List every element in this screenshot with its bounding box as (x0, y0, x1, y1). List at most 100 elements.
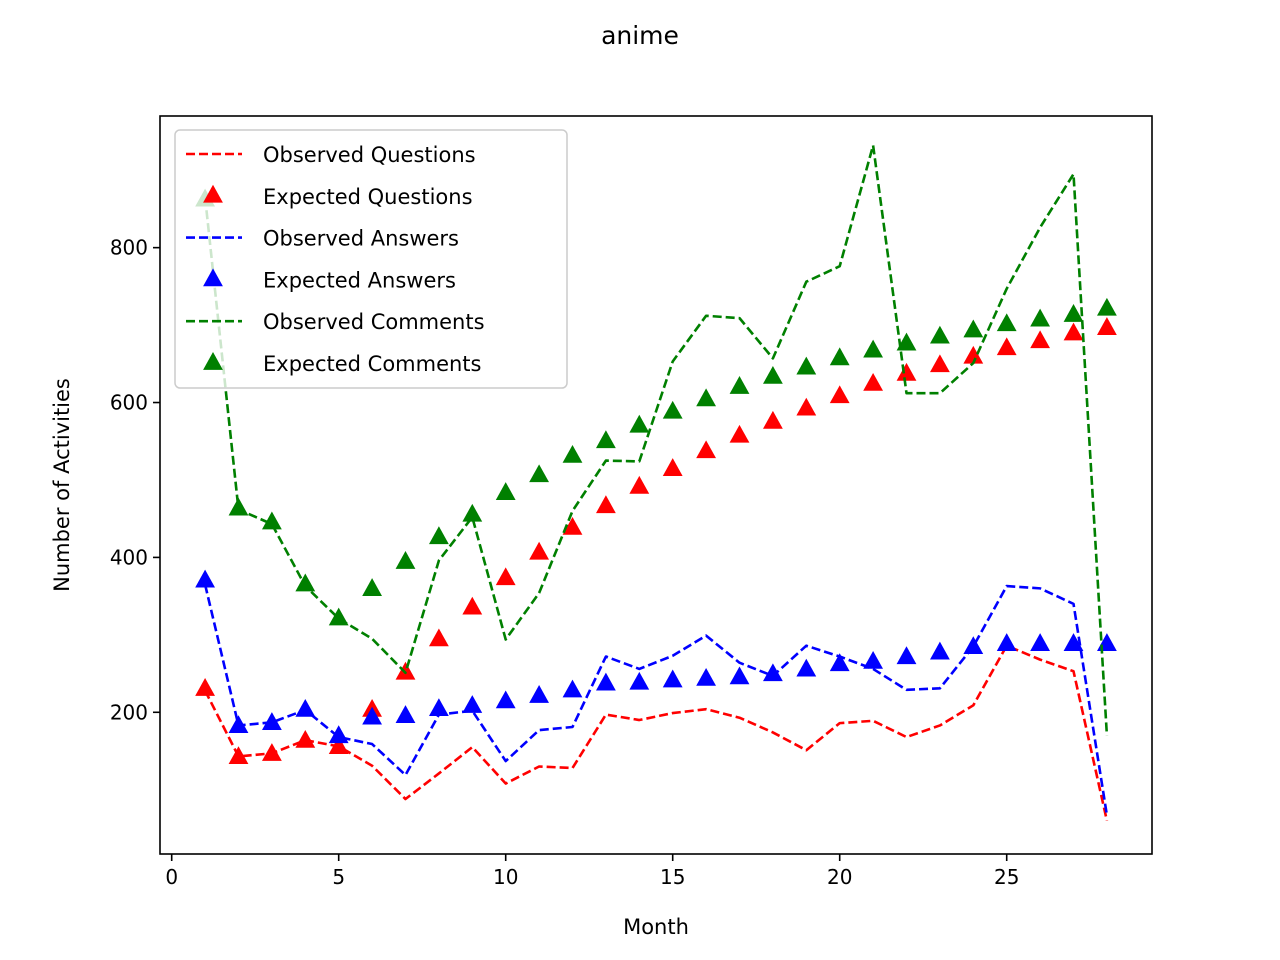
data-point-expected-answers (1030, 633, 1051, 651)
legend-entry-expected-comments: Expected Comments (203, 352, 481, 376)
data-point-expected-questions (996, 337, 1017, 356)
legend-marker-swatch (203, 268, 223, 287)
data-point-expected-answers (729, 666, 750, 685)
data-point-expected-answers (696, 667, 717, 686)
legend: Observed Questions Expected Questions Obse… (174, 129, 568, 389)
data-point-expected-questions (462, 596, 483, 615)
data-point-expected-questions (328, 736, 349, 754)
data-point-expected-questions (1063, 322, 1084, 341)
data-point-expected-questions (595, 495, 616, 514)
legend-label: Expected Questions (263, 185, 473, 209)
data-point-expected-comments (362, 578, 382, 596)
y-tick-label: 400 (110, 545, 148, 569)
data-point-expected-questions (562, 516, 583, 535)
data-point-expected-questions (228, 746, 249, 765)
legend-label: Expected Answers (263, 268, 456, 292)
y-tick-label: 800 (110, 236, 148, 260)
legend-marker-swatch (203, 352, 223, 370)
y-tick-label: 200 (110, 700, 148, 724)
data-point-expected-answers (896, 646, 917, 665)
data-point-expected-questions (963, 345, 984, 364)
legend-marker-swatch (203, 184, 223, 203)
data-point-expected-questions (763, 410, 783, 429)
data-point-expected-answers (1063, 633, 1084, 651)
data-point-expected-answers (228, 715, 249, 734)
data-point-expected-comments (729, 376, 750, 394)
series-observed-questions (203, 644, 1109, 821)
data-point-expected-comments (863, 339, 884, 358)
legend-label: Observed Questions (263, 143, 476, 167)
x-axis-title: Month (623, 915, 689, 939)
series-layer (195, 144, 1117, 821)
data-point-expected-answers (462, 695, 483, 713)
data-point-expected-comments (462, 503, 483, 522)
data-point-expected-questions (829, 385, 850, 404)
data-point-expected-comments (228, 497, 249, 516)
data-point-expected-answers (829, 653, 850, 672)
data-point-expected-questions (1097, 317, 1117, 336)
data-point-expected-answers (328, 725, 349, 744)
data-point-expected-questions (195, 678, 215, 696)
data-point-expected-questions (261, 743, 282, 761)
data-point-expected-comments (328, 607, 349, 626)
series-line-observed-questions (203, 644, 1109, 821)
data-point-expected-comments (1030, 308, 1051, 327)
data-point-expected-comments (261, 511, 282, 530)
legend-label: Observed Comments (263, 310, 485, 334)
y-tick-label: 600 (110, 391, 148, 415)
x-tick-label: 15 (660, 865, 685, 889)
data-point-expected-comments (1097, 297, 1117, 316)
legend-entry-observed-answers: Observed Answers (186, 227, 459, 251)
data-point-expected-comments (495, 482, 516, 500)
data-point-expected-answers (529, 685, 549, 703)
series-observed-answers (203, 584, 1109, 816)
x-tick-label: 25 (994, 865, 1019, 889)
data-point-expected-questions (930, 354, 950, 373)
data-point-expected-questions (896, 362, 917, 381)
x-tick-label: 0 (165, 865, 178, 889)
series-expected-comments (195, 188, 1117, 626)
data-point-expected-comments (395, 551, 416, 569)
legend-entry-observed-questions: Observed Questions (186, 143, 476, 167)
data-point-expected-questions (428, 628, 449, 647)
data-point-expected-answers (295, 698, 316, 717)
series-expected-questions (195, 317, 1117, 765)
data-point-expected-comments (796, 356, 817, 375)
data-point-expected-answers (963, 636, 984, 655)
data-point-expected-answers (428, 698, 449, 717)
data-point-expected-answers (796, 658, 817, 677)
legend-label: Observed Answers (263, 227, 459, 251)
x-tick-label: 5 (332, 865, 345, 889)
data-point-expected-comments (662, 400, 683, 419)
data-point-expected-comments (896, 332, 917, 351)
data-point-expected-answers (195, 569, 215, 588)
series-line-observed-comments (203, 144, 1109, 736)
data-point-expected-comments (1063, 304, 1084, 322)
data-point-expected-comments (428, 526, 449, 545)
legend-entry-expected-questions: Expected Questions (203, 184, 473, 209)
data-point-expected-answers (395, 705, 416, 723)
data-point-expected-comments (562, 444, 583, 463)
x-axis: 0 5 10 15 20 25 (165, 854, 1019, 889)
data-point-expected-questions (395, 661, 416, 680)
data-point-expected-comments (996, 313, 1017, 332)
legend-label: Expected Comments (263, 352, 481, 376)
legend-entry-observed-comments: Observed Comments (186, 310, 485, 334)
data-point-expected-answers (662, 669, 683, 688)
data-point-expected-answers (629, 671, 650, 690)
data-point-expected-comments (930, 325, 950, 344)
data-point-expected-comments (963, 319, 984, 338)
data-point-expected-comments (829, 347, 850, 366)
y-axis: 200 400 600 800 (110, 236, 160, 724)
data-point-expected-questions (796, 397, 817, 416)
data-point-expected-comments (629, 414, 650, 433)
data-point-expected-questions (863, 372, 884, 391)
data-point-expected-answers (996, 633, 1017, 651)
x-tick-label: 20 (827, 865, 852, 889)
data-point-expected-questions (529, 541, 549, 560)
data-point-expected-questions (1030, 330, 1051, 349)
series-line-observed-answers (203, 584, 1109, 816)
data-point-expected-answers (763, 663, 783, 682)
data-point-expected-questions (696, 440, 717, 459)
